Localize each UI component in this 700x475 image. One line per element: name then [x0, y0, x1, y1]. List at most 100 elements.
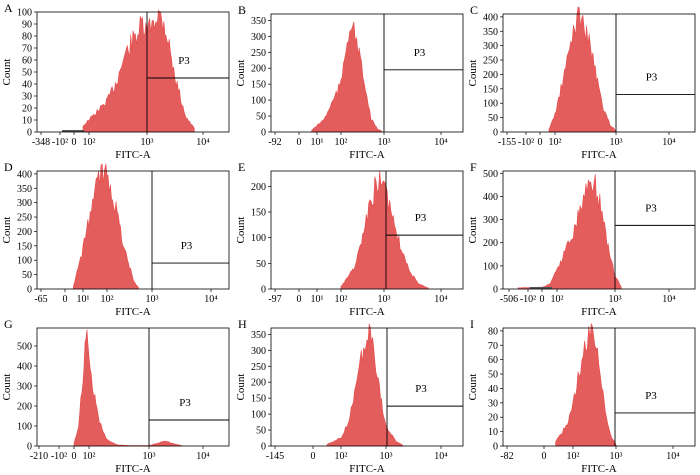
y-tick-label: 200	[251, 182, 266, 193]
plot-frame	[270, 170, 464, 290]
debris-mark	[530, 287, 552, 289]
y-tick-label: 30	[22, 92, 32, 103]
x-axis-title: FITC-A	[349, 463, 385, 475]
y-tick-label: 100	[251, 410, 266, 421]
panel-f: F 0 100 200 300 400 500 -506 -10² 0 10² 10³ 10⁴ FITC-…	[467, 160, 696, 318]
x-tick-label: -65	[34, 294, 47, 305]
gate-label: P3	[181, 240, 193, 252]
x-tick-label: 10³	[380, 451, 393, 462]
x-tick-label: 10²	[567, 451, 580, 462]
y-tick-label: 200	[17, 402, 32, 413]
y-axis-title: Count	[467, 374, 479, 401]
y-axis-title: Count	[467, 60, 479, 87]
y-tick-label: 10	[22, 116, 32, 127]
y-tick-label: 100	[17, 422, 32, 433]
y-tick-label: 100	[251, 233, 266, 244]
y-tick-label: 350	[251, 16, 266, 27]
y-tick-label: 150	[251, 394, 266, 405]
y-axis-title: Count	[235, 374, 247, 401]
x-tick-label: 10³	[146, 294, 159, 305]
histogram-series	[555, 322, 617, 447]
gate-label: P3	[415, 212, 427, 224]
y-tick-label: 300	[483, 41, 498, 52]
x-tick-label: 0	[538, 137, 543, 148]
y-tick-label: 400	[483, 192, 498, 203]
y-axis-title: Count	[1, 217, 13, 244]
x-tick-label: 0	[297, 294, 302, 305]
x-tick-label: -145	[266, 451, 284, 462]
y-tick-label: 200	[251, 64, 266, 75]
y-tick-label: 200	[251, 378, 266, 389]
y-tick-label: 150	[17, 241, 32, 252]
x-tick-label: -348	[32, 137, 50, 148]
y-tick-label: 50	[22, 68, 32, 79]
y-tick-label: 200	[483, 70, 498, 81]
x-tick-label: -155	[498, 137, 516, 148]
x-tick-label: 10⁴	[434, 137, 448, 148]
gate-label: P3	[646, 72, 658, 84]
y-axis-title: Count	[1, 374, 13, 401]
y-tick-label: 300	[17, 198, 32, 209]
x-tick-label: 0	[72, 137, 77, 148]
y-tick-label: 250	[17, 213, 32, 224]
x-axis-title: FITC-A	[581, 306, 617, 318]
panel-c: C 0 50 100 150 200 250 300 350 400 -155 -10² 0 10² 10³…	[467, 3, 696, 161]
x-tick-label: 10³	[378, 137, 391, 148]
panel-letter: F	[470, 160, 477, 174]
y-tick-label: 50	[488, 113, 498, 124]
y-tick-label: 40	[22, 80, 32, 91]
x-tick-label: 10¹	[311, 137, 324, 148]
x-tick-label: 10²	[335, 294, 348, 305]
x-tick-label: 10¹	[77, 294, 90, 305]
x-tick-label: 10⁴	[662, 137, 676, 148]
x-tick-label: 0	[297, 137, 302, 148]
y-axis-title: Count	[235, 60, 247, 87]
x-tick-label: -82	[500, 451, 513, 462]
plot-frame	[502, 170, 696, 290]
x-axis-title: FITC-A	[581, 149, 617, 161]
x-tick-label: 0	[542, 451, 547, 462]
gate-label: P3	[415, 383, 427, 395]
x-tick-label: 10⁴	[196, 137, 210, 148]
y-tick-label: 50	[256, 259, 266, 270]
y-tick-label: 150	[483, 84, 498, 95]
y-tick-label: 80	[488, 326, 498, 337]
y-tick-label: 0	[27, 442, 32, 453]
y-tick-label: 150	[251, 80, 266, 91]
y-tick-label: 0	[27, 128, 32, 139]
y-tick-label: 20	[22, 104, 32, 115]
x-tick-label: 10⁴	[196, 451, 210, 462]
y-tick-label: 250	[251, 362, 266, 373]
y-tick-label: 200	[17, 227, 32, 238]
x-tick-label: -10²	[51, 451, 67, 462]
y-tick-label: 0	[261, 285, 266, 296]
x-tick-label: 10²	[83, 137, 96, 148]
x-tick-label: 10³	[143, 451, 156, 462]
y-tick-label: 400	[17, 169, 32, 180]
plot-frame	[36, 170, 230, 290]
x-axis-title: FITC-A	[115, 463, 151, 475]
histogram-series	[517, 174, 622, 290]
gate-label: P3	[645, 390, 657, 402]
y-tick-label: 300	[251, 32, 266, 43]
y-tick-label: 20	[488, 413, 498, 424]
y-axis-title: Count	[235, 217, 247, 244]
histogram-series	[548, 6, 617, 133]
x-tick-label: 10³	[610, 451, 623, 462]
x-tick-label: 10²	[83, 451, 96, 462]
gate-label: P3	[645, 202, 657, 214]
histogram-series	[82, 9, 195, 133]
y-tick-label: 50	[256, 426, 266, 437]
panel-g: G 0 100 200 300 400 500 -210 -10² 0 10² 10³ 10⁴ FITC-…	[1, 317, 230, 475]
x-tick-label: -10²	[518, 137, 534, 148]
histogram-series	[311, 21, 383, 133]
y-tick-label: 50	[256, 112, 266, 123]
y-axis-title: Count	[467, 217, 479, 244]
y-tick-label: 100	[251, 96, 266, 107]
y-tick-label: 80	[22, 32, 32, 43]
plot-frame	[270, 13, 464, 133]
